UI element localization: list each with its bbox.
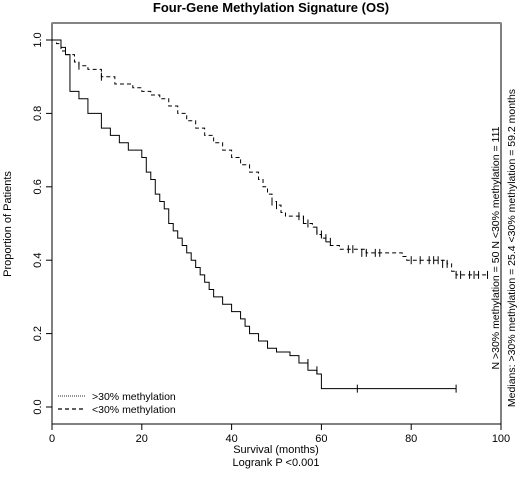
- series-line-1: [52, 39, 488, 276]
- x-tick-label: 80: [405, 433, 417, 445]
- legend-label-high: >30% methylation: [92, 391, 176, 403]
- side-note-n: N >30% methylation = 50 N <30% methylati…: [490, 126, 502, 369]
- y-tick-label: 0.2: [32, 326, 44, 341]
- x-tick-label: 60: [315, 433, 327, 445]
- logrank-label: Logrank P <0.001: [233, 457, 320, 469]
- x-axis-label: Survival (months): [233, 444, 319, 456]
- x-tick-label: 0: [49, 433, 55, 445]
- legend: >30% methylation <30% methylation: [58, 391, 176, 416]
- x-tick-label: 20: [136, 433, 148, 445]
- legend-label-low: <30% methylation: [92, 404, 176, 416]
- y-tick-label: 0.4: [32, 253, 44, 268]
- plot-frame: [51, 22, 502, 425]
- chart-title: Four-Gene Methylation Signature (OS): [153, 0, 389, 15]
- y-axis: 0.0 0.2 0.4 0.6 0.8 1.0: [32, 32, 52, 415]
- series-layer: [52, 39, 488, 390]
- y-tick-label: 0.6: [32, 179, 44, 194]
- x-tick-label: 40: [225, 433, 237, 445]
- y-tick-label: 0.0: [32, 399, 44, 414]
- y-axis-label: Proportion of Patients: [2, 171, 14, 277]
- x-tick-label: 100: [492, 433, 510, 445]
- y-tick-label: 0.8: [32, 106, 44, 121]
- censor-marks: [78, 61, 489, 393]
- x-axis: 0 20 40 60 80 100: [49, 424, 510, 445]
- side-note-medians: Medians: >30% methylation = 25.4 <30% me…: [506, 89, 518, 407]
- y-tick-label: 1.0: [32, 32, 44, 47]
- series-line-0: [52, 39, 457, 390]
